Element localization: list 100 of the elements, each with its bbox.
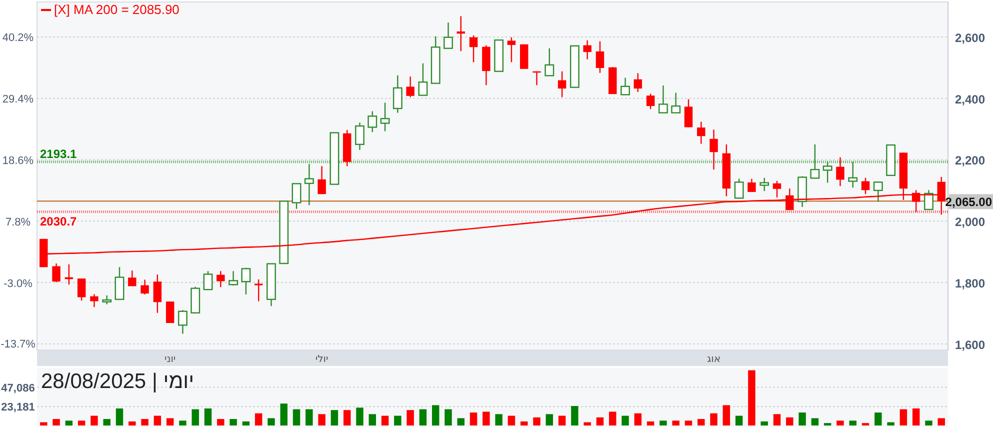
bar (546, 414, 554, 426)
bar (887, 422, 894, 426)
bar (773, 414, 781, 426)
legend-label: [X] MA 200 = 2085.90 (54, 2, 180, 17)
bar (306, 409, 313, 426)
bar (343, 410, 351, 426)
candlestick (355, 122, 364, 151)
bar (938, 418, 945, 426)
candlestick (241, 267, 251, 296)
candlestick (52, 262, 60, 283)
candlestick (292, 183, 302, 210)
bar (925, 420, 932, 426)
y2-tick-label: -3.0% (4, 278, 33, 290)
bar (318, 414, 326, 426)
y-tick-label: 23,181 (1, 402, 35, 414)
bar (660, 420, 667, 426)
bar (394, 416, 402, 426)
candlestick (392, 74, 402, 114)
bar (533, 417, 540, 426)
bar (470, 412, 478, 426)
bar (672, 420, 680, 426)
candlestick (178, 310, 188, 334)
bar (116, 408, 124, 426)
bar (710, 413, 718, 426)
y-tick-label: 2,400 (954, 92, 986, 106)
bar (722, 405, 730, 426)
candlestick (153, 274, 162, 314)
bar (748, 370, 756, 426)
bar (811, 418, 819, 426)
candlestick (544, 48, 554, 76)
candlestick (924, 190, 934, 211)
bar (268, 418, 275, 426)
candlestick (128, 270, 136, 287)
ref-line-label: 2030.7 (40, 214, 78, 229)
candlestick (671, 92, 681, 114)
bar (622, 416, 629, 426)
bar (141, 419, 148, 426)
candlestick (228, 270, 238, 286)
bar (292, 409, 300, 426)
candlestick (216, 270, 225, 288)
bar (874, 412, 882, 426)
bar (230, 419, 237, 426)
bar (356, 408, 364, 426)
bar (444, 409, 452, 426)
bar (254, 413, 262, 426)
y-tick-label: 2,600 (954, 30, 986, 45)
y2-tick-label: -13.7% (0, 338, 36, 351)
bar (192, 409, 199, 426)
bar (596, 417, 604, 426)
ref-line-label: 2,065.00 (945, 195, 992, 210)
y2-tick-label: 18.6% (2, 154, 34, 167)
bar (495, 414, 502, 426)
candlestick (469, 34, 478, 63)
y-tick-label: 2,000 (954, 215, 986, 230)
bar (154, 416, 162, 426)
candlestick (861, 177, 870, 195)
candlestick (140, 279, 149, 296)
bar (735, 416, 743, 426)
candlestick (658, 84, 668, 114)
bar (78, 420, 86, 426)
x-tick-label: יוני (164, 354, 176, 365)
y-tick-label: 2,200 (954, 154, 986, 168)
bar (698, 419, 705, 426)
bar (330, 410, 338, 426)
candlestick (836, 156, 844, 187)
chart-title: יומי | 28/08/2025 (41, 370, 194, 393)
candlestick (304, 163, 314, 206)
bar (634, 413, 642, 426)
candlestick (380, 102, 390, 132)
bar (571, 406, 578, 426)
candlestick (114, 266, 124, 300)
bar (912, 408, 920, 426)
bar (368, 414, 376, 426)
candlestick (77, 278, 86, 302)
candlestick (646, 93, 655, 110)
bar (52, 419, 60, 426)
candlestick (620, 77, 630, 96)
bar (204, 408, 212, 426)
candlestick (748, 178, 756, 193)
bar (242, 421, 250, 426)
candlestick (406, 76, 414, 98)
candlestick (507, 36, 516, 63)
y2-tick-label: 7.8% (5, 216, 31, 228)
bar (217, 419, 224, 426)
y2-tick-label: 29.4% (2, 93, 34, 106)
candlestick (810, 144, 820, 179)
bar (90, 416, 98, 426)
candlestick (583, 40, 592, 60)
ref-line-label: 2193.1 (40, 146, 78, 161)
y-tick-label: 1,800 (954, 276, 986, 290)
y2-tick-label: 40.2% (2, 32, 34, 44)
candlestick (760, 177, 770, 192)
y-tick-label: 47,086 (1, 382, 35, 394)
bar (179, 420, 186, 426)
bar (684, 420, 692, 426)
candlestick (418, 62, 428, 96)
candlestick (90, 294, 98, 308)
candlestick (558, 70, 566, 98)
candlestick (318, 166, 326, 195)
y-tick-label: 1,600 (954, 338, 986, 352)
